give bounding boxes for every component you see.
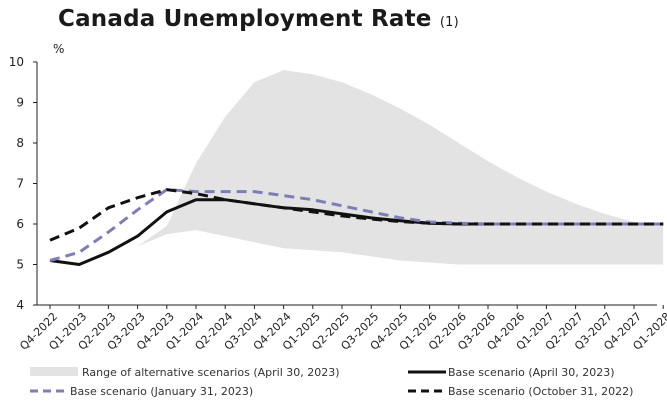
y-axis-unit: % [53, 42, 64, 56]
legend-label: Base scenario (October 31, 2022) [448, 385, 633, 398]
y-tick-label: 5 [16, 258, 24, 272]
y-tick-label: 9 [16, 96, 24, 110]
legend-label: Range of alternative scenarios (April 30… [82, 366, 340, 379]
series-line-3 [49, 188, 664, 242]
series-line-2 [49, 188, 664, 262]
title-footnote: (1) [439, 15, 459, 30]
legend-swatch-area [30, 367, 78, 376]
y-tick-label: 10 [9, 55, 24, 69]
chart-title-text: Canada Unemployment Rate [58, 6, 432, 32]
y-tick-label: 4 [16, 298, 24, 312]
y-tick-label: 6 [16, 217, 24, 231]
legend-label: Base scenario (January 31, 2023) [70, 385, 253, 398]
y-tick-label: 8 [16, 136, 24, 150]
range-band [50, 70, 664, 265]
y-tick-label: 7 [16, 177, 24, 191]
legend-label: Base scenario (April 30, 2023) [448, 366, 615, 379]
chart-title: Canada Unemployment Rate (1) [58, 6, 459, 32]
